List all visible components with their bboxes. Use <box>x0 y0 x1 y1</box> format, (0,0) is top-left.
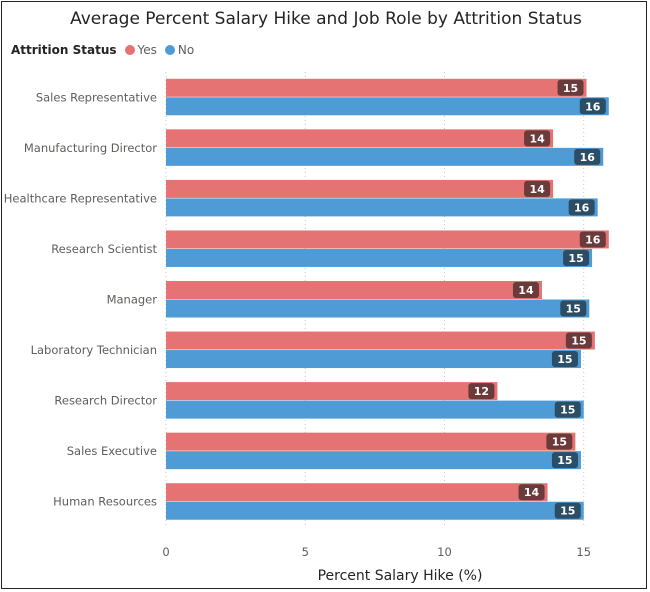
bar-yes[interactable] <box>166 331 595 350</box>
legend: Attrition Status Yes No <box>11 42 202 58</box>
data-label: 16 <box>580 151 596 164</box>
legend-label-yes: Yes <box>137 43 157 57</box>
data-label-bg <box>563 249 590 266</box>
data-label-bg <box>518 484 545 501</box>
legend-swatch-no <box>164 45 175 55</box>
data-label: 14 <box>518 284 534 297</box>
data-label-bg <box>579 98 606 115</box>
data-label-bg <box>524 180 551 197</box>
bar-yes[interactable] <box>166 230 609 249</box>
x-tick-label: 5 <box>302 545 309 559</box>
x-axis-title: Percent Salary Hike (%) <box>318 568 483 584</box>
data-label-bg <box>551 452 578 469</box>
data-label: 15 <box>557 353 572 366</box>
data-label: 15 <box>568 252 583 265</box>
bar-yes[interactable] <box>166 78 587 97</box>
data-label-bg <box>512 282 539 298</box>
bar-yes[interactable] <box>166 382 498 401</box>
bar-no[interactable] <box>166 97 609 116</box>
legend-title: Attrition Status <box>11 43 117 57</box>
data-label-bg <box>468 383 495 400</box>
bar-no[interactable] <box>166 451 581 470</box>
data-label: 16 <box>585 100 601 113</box>
x-tick-label: 0 <box>162 545 169 559</box>
bar-yes[interactable] <box>166 129 554 148</box>
data-label-bg <box>557 79 584 96</box>
data-label: 15 <box>557 454 572 467</box>
x-tick-label: 10 <box>437 545 452 559</box>
category-label: Healthcare Representative <box>4 191 157 205</box>
data-label-bg <box>554 502 581 519</box>
data-label-bg <box>565 332 592 349</box>
bars <box>166 78 609 520</box>
data-label-bg <box>560 300 587 317</box>
legend-swatch-yes <box>124 45 135 55</box>
legend-item-no[interactable]: No <box>164 43 195 57</box>
category-label: Manager <box>107 293 158 307</box>
bar-no[interactable] <box>166 350 581 369</box>
bar-no[interactable] <box>166 147 604 166</box>
category-label: Research Director <box>54 394 157 408</box>
data-label: 16 <box>574 201 590 214</box>
category-label: Research Scientist <box>51 242 157 256</box>
legend-label-no: No <box>177 43 195 57</box>
data-label: 14 <box>529 183 545 196</box>
data-label-bg <box>568 199 595 216</box>
data-label-bg <box>551 351 578 368</box>
data-label: 16 <box>585 233 601 246</box>
data-label-bg <box>574 148 601 165</box>
data-label: 15 <box>563 82 578 95</box>
data-label: 15 <box>560 505 575 518</box>
data-label: 15 <box>571 335 586 348</box>
data-label-bg <box>554 401 581 418</box>
chart-title: Average Percent Salary Hike and Job Role… <box>70 9 582 29</box>
bar-no[interactable] <box>166 248 593 267</box>
bar-yes[interactable] <box>166 281 542 299</box>
bar-yes[interactable] <box>166 432 576 451</box>
category-label: Laboratory Technician <box>31 343 157 357</box>
data-label-bg <box>524 130 551 147</box>
bar-no[interactable] <box>166 400 584 419</box>
bar-yes[interactable] <box>166 483 548 502</box>
data-label-bg <box>546 433 573 450</box>
data-label: 15 <box>560 404 575 417</box>
bar-no[interactable] <box>166 501 584 520</box>
data-label: 15 <box>552 436 567 449</box>
legend-item-yes[interactable]: Yes <box>124 43 157 57</box>
data-label: 14 <box>524 486 540 499</box>
category-label: Sales Representative <box>36 90 157 104</box>
x-tick-label: 15 <box>576 545 591 559</box>
data-label: 12 <box>474 385 489 398</box>
category-label: Human Resources <box>53 495 157 509</box>
bar-yes[interactable] <box>166 179 554 198</box>
category-label: Manufacturing Director <box>24 141 157 155</box>
category-label: Sales Executive <box>67 444 157 458</box>
bar-no[interactable] <box>166 299 590 318</box>
data-label: 15 <box>566 303 581 316</box>
bar-no[interactable] <box>166 198 598 217</box>
data-label-bg <box>579 231 606 248</box>
data-label: 14 <box>529 132 545 145</box>
